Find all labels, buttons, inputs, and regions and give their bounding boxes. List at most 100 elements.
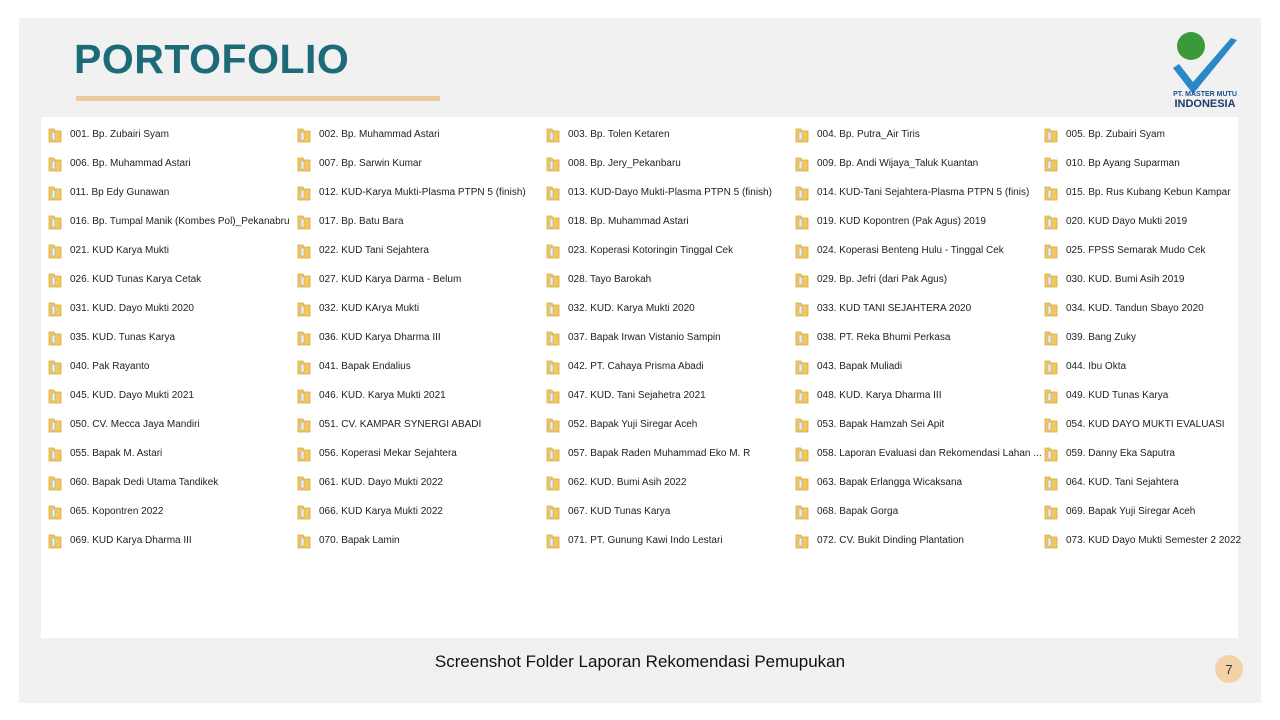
folder-item[interactable]: 047. KUD. Tani Sejahetra 2021 [546, 386, 706, 404]
folder-item[interactable]: 051. CV. KAMPAR SYNERGI ABADI [297, 415, 481, 433]
folder-item[interactable]: 050. CV. Mecca Jaya Mandiri [48, 415, 200, 433]
folder-item[interactable]: 012. KUD-Karya Mukti-Plasma PTPN 5 (fini… [297, 183, 526, 201]
folder-icon [48, 418, 62, 432]
folder-icon [297, 302, 311, 316]
folder-name: 061. KUD. Dayo Mukti 2022 [319, 476, 443, 488]
folder-item[interactable]: 017. Bp. Batu Bara [297, 212, 404, 230]
folder-item[interactable]: 022. KUD Tani Sejahtera [297, 241, 429, 259]
logo-text: PT. MASTER MUTU [1173, 91, 1237, 98]
folder-icon [546, 157, 560, 171]
folder-name: 048. KUD. Karya Dharma III [817, 389, 942, 401]
folder-item[interactable]: 019. KUD Kopontren (Pak Agus) 2019 [795, 212, 986, 230]
folder-name: 023. Koperasi Kotoringin Tinggal Cek [568, 244, 734, 256]
folder-item[interactable]: 040. Pak Rayanto [48, 357, 150, 375]
folder-name: 031. KUD. Dayo Mukti 2020 [70, 302, 194, 314]
folder-item[interactable]: 026. KUD Tunas Karya Cetak [48, 270, 201, 288]
folder-item[interactable]: 045. KUD. Dayo Mukti 2021 [48, 386, 194, 404]
folder-item[interactable]: 033. KUD TANI SEJAHTERA 2020 [795, 299, 971, 317]
folder-item[interactable]: 007. Bp. Sarwin Kumar [297, 154, 422, 172]
folder-item[interactable]: 032. KUD. Karya Mukti 2020 [546, 299, 695, 317]
folder-icon [546, 389, 560, 403]
folder-icon [297, 534, 311, 548]
folder-name: 045. KUD. Dayo Mukti 2021 [70, 389, 194, 401]
folder-item[interactable]: 071. PT. Gunung Kawi Indo Lestari [546, 531, 723, 549]
folder-item[interactable]: 024. Koperasi Benteng Hulu - Tinggal Cek [795, 241, 1004, 259]
folder-item[interactable]: 066. KUD Karya Mukti 2022 [297, 502, 443, 520]
folder-item[interactable]: 003. Bp. Tolen Ketaren [546, 125, 670, 143]
folder-name: 070. Bapak Lamin [319, 534, 400, 546]
logo: PT. MASTER MUTU INDONESIA [1173, 32, 1237, 110]
folder-item[interactable]: 070. Bapak Lamin [297, 531, 400, 549]
folder-item[interactable]: 015. Bp. Rus Kubang Kebun Kampar [1044, 183, 1231, 201]
folder-item[interactable]: 073. KUD Dayo Mukti Semester 2 2022 [1044, 531, 1241, 549]
folder-item[interactable]: 068. Bapak Gorga [795, 502, 898, 520]
folder-item[interactable]: 067. KUD Tunas Karya [546, 502, 670, 520]
folder-item[interactable]: 035. KUD. Tunas Karya [48, 328, 175, 346]
folder-item[interactable]: 048. KUD. Karya Dharma III [795, 386, 942, 404]
folder-item[interactable]: 002. Bp. Muhammad Astari [297, 125, 440, 143]
folder-name: 072. CV. Bukit Dinding Plantation [817, 534, 964, 546]
folder-item[interactable]: 038. PT. Reka Bhumi Perkasa [795, 328, 950, 346]
folder-item[interactable]: 072. CV. Bukit Dinding Plantation [795, 531, 964, 549]
folder-item[interactable]: 029. Bp. Jefri (dari Pak Agus) [795, 270, 947, 288]
folder-item[interactable]: 030. KUD. Bumi Asih 2019 [1044, 270, 1184, 288]
folder-item[interactable]: 031. KUD. Dayo Mukti 2020 [48, 299, 194, 317]
folder-icon [546, 534, 560, 548]
folder-name: 050. CV. Mecca Jaya Mandiri [70, 418, 200, 430]
folder-item[interactable]: 055. Bapak M. Astari [48, 444, 162, 462]
folder-item[interactable]: 061. KUD. Dayo Mukti 2022 [297, 473, 443, 491]
folder-item[interactable]: 060. Bapak Dedi Utama Tandikek [48, 473, 218, 491]
folder-item[interactable]: 062. KUD. Bumi Asih 2022 [546, 473, 686, 491]
folder-item[interactable]: 049. KUD Tunas Karya [1044, 386, 1168, 404]
folder-icon [1044, 302, 1058, 316]
folder-item[interactable]: 069. Bapak Yuji Siregar Aceh [1044, 502, 1195, 520]
folder-item[interactable]: 013. KUD-Dayo Mukti-Plasma PTPN 5 (finis… [546, 183, 772, 201]
folder-item[interactable]: 009. Bp. Andi Wijaya_Taluk Kuantan [795, 154, 978, 172]
folder-item[interactable]: 043. Bapak Muliadi [795, 357, 902, 375]
folder-item[interactable]: 006. Bp. Muhammad Astari [48, 154, 191, 172]
folder-item[interactable]: 018. Bp. Muhammad Astari [546, 212, 689, 230]
folder-item[interactable]: 020. KUD Dayo Mukti 2019 [1044, 212, 1187, 230]
folder-item[interactable]: 004. Bp. Putra_Air Tiris [795, 125, 920, 143]
folder-item[interactable]: 041. Bapak Endalius [297, 357, 411, 375]
folder-item[interactable]: 001. Bp. Zubairi Syam [48, 125, 169, 143]
folder-item[interactable]: 021. KUD Karya Mukti [48, 241, 169, 259]
folder-name: 014. KUD-Tani Sejahtera-Plasma PTPN 5 (f… [817, 186, 1030, 198]
folder-item[interactable]: 069. KUD Karya Dharma III [48, 531, 192, 549]
folder-item[interactable]: 057. Bapak Raden Muhammad Eko M. R [546, 444, 750, 462]
folder-item[interactable]: 016. Bp. Tumpal Manik (Kombes Pol)_Pekan… [48, 212, 290, 230]
folder-icon [795, 505, 809, 519]
folder-item[interactable]: 014. KUD-Tani Sejahtera-Plasma PTPN 5 (f… [795, 183, 1029, 201]
folder-item[interactable]: 010. Bp Ayang Suparman [1044, 154, 1180, 172]
folder-icon [1044, 360, 1058, 374]
folder-item[interactable]: 011. Bp Edy Gunawan [48, 183, 169, 201]
folder-item[interactable]: 023. Koperasi Kotoringin Tinggal Cek [546, 241, 733, 259]
folder-name: 020. KUD Dayo Mukti 2019 [1066, 215, 1188, 227]
folder-item[interactable]: 056. Koperasi Mekar Sejahtera [297, 444, 457, 462]
folder-item[interactable]: 005. Bp. Zubairi Syam [1044, 125, 1165, 143]
folder-icon [297, 186, 311, 200]
folder-item[interactable]: 053. Bapak Hamzah Sei Apit [795, 415, 944, 433]
folder-icon [297, 505, 311, 519]
folder-item[interactable]: 008. Bp. Jery_Pekanbaru [546, 154, 681, 172]
folder-item[interactable]: 058. Laporan Evaluasi dan Rekomendasi La… [795, 444, 1042, 462]
folder-item[interactable]: 034. KUD. Tandun Sbayo 2020 [1044, 299, 1204, 317]
folder-item[interactable]: 037. Bapak Irwan Vistanio Sampin [546, 328, 721, 346]
folder-name: 007. Bp. Sarwin Kumar [319, 157, 422, 169]
folder-item[interactable]: 065. Kopontren 2022 [48, 502, 163, 520]
folder-item[interactable]: 044. Ibu Okta [1044, 357, 1126, 375]
folder-item[interactable]: 064. KUD. Tani Sejahtera [1044, 473, 1179, 491]
folder-item[interactable]: 028. Tayo Barokah [546, 270, 651, 288]
folder-item[interactable]: 039. Bang Zuky [1044, 328, 1136, 346]
folder-item[interactable]: 042. PT. Cahaya Prisma Abadi [546, 357, 704, 375]
folder-item[interactable]: 025. FPSS Semarak Mudo Cek [1044, 241, 1206, 259]
folder-item[interactable]: 032. KUD KArya Mukti [297, 299, 419, 317]
folder-item[interactable]: 059. Danny Eka Saputra [1044, 444, 1175, 462]
folder-item[interactable]: 054. KUD DAYO MUKTI EVALUASI [1044, 415, 1225, 433]
folder-item[interactable]: 027. KUD Karya Darma - Belum [297, 270, 461, 288]
folder-item[interactable]: 063. Bapak Erlangga Wicaksana [795, 473, 962, 491]
folder-item[interactable]: 052. Bapak Yuji Siregar Aceh [546, 415, 697, 433]
folder-item[interactable]: 046. KUD. Karya Mukti 2021 [297, 386, 446, 404]
folder-item[interactable]: 036. KUD Karya Dharma III [297, 328, 441, 346]
folder-name: 024. Koperasi Benteng Hulu - Tinggal Cek [817, 244, 1004, 256]
